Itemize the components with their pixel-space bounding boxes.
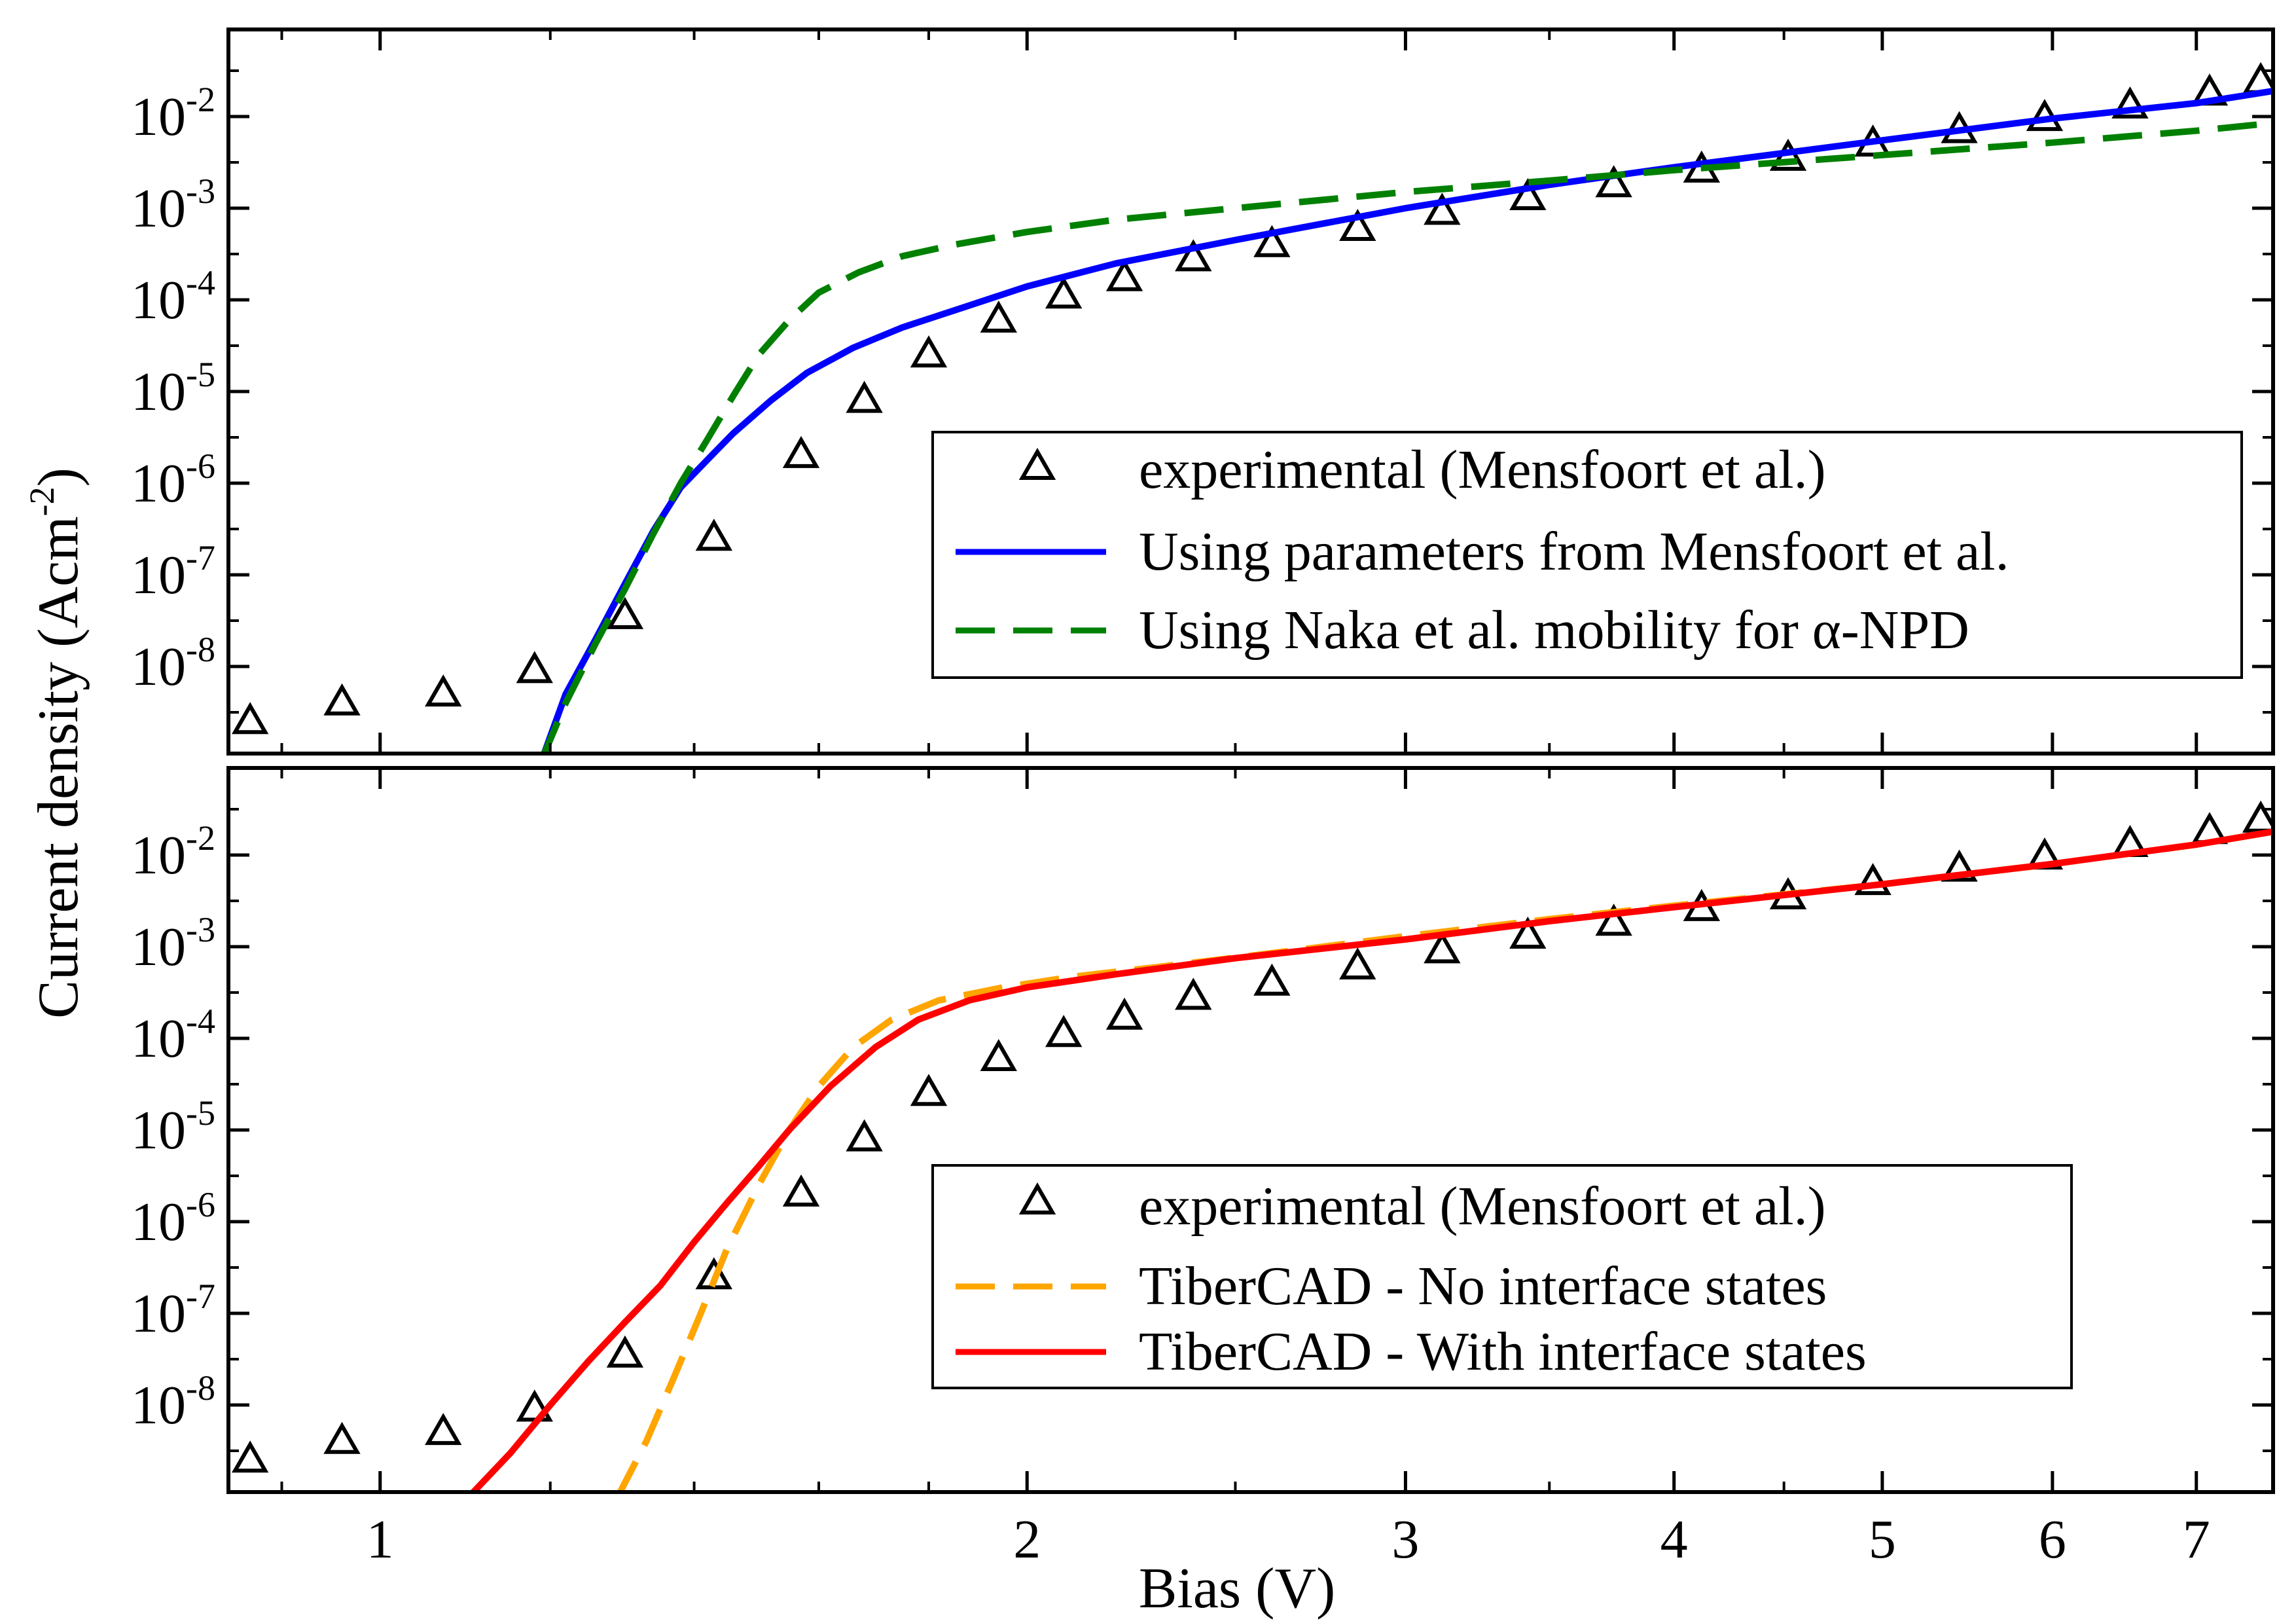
top-experimental-point [2111, 86, 2149, 119]
bottom-plot-frame [226, 766, 2275, 1494]
bottom-y-tick-label: 10-7 [131, 1277, 215, 1344]
bottom-legend-label-experimental: experimental (Mensfoort et al.) [1139, 1176, 1826, 1237]
x-tick-label: 4 [1660, 1509, 1688, 1570]
bottom-y-tick-label: 10-5 [131, 1093, 215, 1161]
top-experimental-point [231, 702, 269, 735]
top-experimental-point [323, 683, 361, 716]
bottom-experimental-point [846, 1119, 883, 1152]
bottom-axes: 10-8 10-7 10-6 10-5 10-4 10-3 10-2 1 2 3 4 5 6 7 [131, 768, 2273, 1570]
top-experimental-point [980, 301, 1017, 333]
top-experimental-point [1105, 259, 1143, 291]
x-axis-title: Bias (V) [1139, 1557, 1336, 1620]
x-tick-label: 5 [1869, 1509, 1896, 1570]
top-experimental-point [1253, 225, 1291, 257]
top-legend-label-mensfoort: Using parameters from Mensfoort et al. [1139, 521, 2009, 582]
bottom-panel: 10-8 10-7 10-6 10-5 10-4 10-3 10-2 1 2 3 4 5 6 7 expe… [131, 766, 2275, 1570]
bottom-experimental-point [782, 1174, 820, 1207]
top-experimental-point [1424, 192, 1461, 225]
top-y-tick-label: 10-6 [131, 447, 215, 514]
bottom-experimental-point [1941, 849, 1978, 882]
bottom-series-line-2 [469, 828, 2273, 1492]
top-experimental-point [516, 651, 553, 684]
bottom-experimental-point [695, 1257, 733, 1290]
top-y-tick-label: 10-3 [131, 172, 215, 239]
bottom-legend-triangle-marker [1018, 1182, 1056, 1214]
bottom-experimental-point [910, 1074, 948, 1106]
top-y-tick-label: 10-4 [131, 263, 215, 331]
top-y-tick-label: 10-7 [131, 538, 215, 606]
bottom-experimental-point [231, 1440, 269, 1473]
bottom-y-tick-label: 10-3 [131, 910, 215, 977]
bottom-legend-box [931, 1164, 2073, 1389]
top-experimental-point [1509, 178, 1547, 211]
bottom-experimental-point [1045, 1015, 1083, 1048]
top-experimental-point [910, 335, 948, 368]
bottom-experimental-point [1854, 863, 1892, 896]
x-tick-label: 1 [367, 1509, 394, 1570]
bottom-experimental-point [1339, 947, 1376, 980]
top-y-tick-label: 10-5 [131, 355, 215, 422]
top-experimental-point [782, 435, 820, 468]
top-experimental-point [1595, 165, 1632, 198]
top-series-line-2 [541, 119, 2273, 754]
top-legend-triangle-marker [1018, 447, 1056, 480]
bottom-experimental-point [1595, 903, 1632, 936]
x-tick-label: 3 [1391, 1509, 1419, 1570]
top-experimental-point [1045, 276, 1083, 309]
bottom-legend-label-with-interface: TiberCAD - With interface states [1139, 1321, 1867, 1382]
top-experimental-point [425, 674, 462, 707]
bottom-y-tick-label: 10-8 [131, 1368, 215, 1436]
x-tick-label: 7 [2183, 1509, 2210, 1570]
bottom-experimental-point [1175, 977, 1212, 1010]
x-tick-label: 2 [1013, 1509, 1041, 1570]
top-legend-label-naka: Using Naka et al. mobility for α-NPD [1139, 600, 1969, 661]
top-y-tick-label: 10-8 [131, 630, 215, 697]
bottom-experimental-point [1253, 963, 1291, 996]
bottom-plot-area [231, 800, 2273, 1492]
top-experimental-point [695, 519, 733, 551]
top-plot-area [231, 62, 2273, 754]
top-legend: experimental (Mensfoort et al.) Using pa… [931, 431, 2243, 679]
x-tick-label: 6 [2039, 1509, 2066, 1570]
top-panel: 10-8 10-7 10-6 10-5 10-4 10-3 10-2 experimenta… [131, 27, 2275, 756]
bottom-experimental-point [980, 1039, 1017, 1072]
top-experimental-point [1175, 239, 1212, 272]
top-legend-label-experimental: experimental (Mensfoort et al.) [1139, 439, 1826, 500]
bottom-y-tick-label: 10-4 [131, 1002, 215, 1069]
bottom-y-tick-label: 10-6 [131, 1185, 215, 1252]
bottom-legend: experimental (Mensfoort et al.) TiberCAD… [931, 1164, 2073, 1389]
top-experimental-point [846, 380, 883, 413]
top-experimental-point [1339, 209, 1376, 242]
bottom-experimental-point [425, 1413, 462, 1446]
top-experimental-point [606, 596, 644, 629]
top-plot-frame [226, 27, 2275, 756]
bottom-experimental-point [323, 1421, 361, 1454]
y-axis-title: Current density (Acm-2) [22, 467, 90, 1019]
bottom-legend-label-no-interface: TiberCAD - No interface states [1139, 1256, 1827, 1317]
bottom-experimental-point [1105, 997, 1143, 1030]
top-y-tick-label: 10-2 [131, 80, 215, 147]
top-legend-box [931, 431, 2243, 679]
bottom-experimental-point [606, 1335, 644, 1368]
bottom-y-tick-label: 10-2 [131, 818, 215, 886]
bottom-experimental-point [1424, 931, 1461, 964]
bottom-experimental-point [1509, 917, 1547, 949]
